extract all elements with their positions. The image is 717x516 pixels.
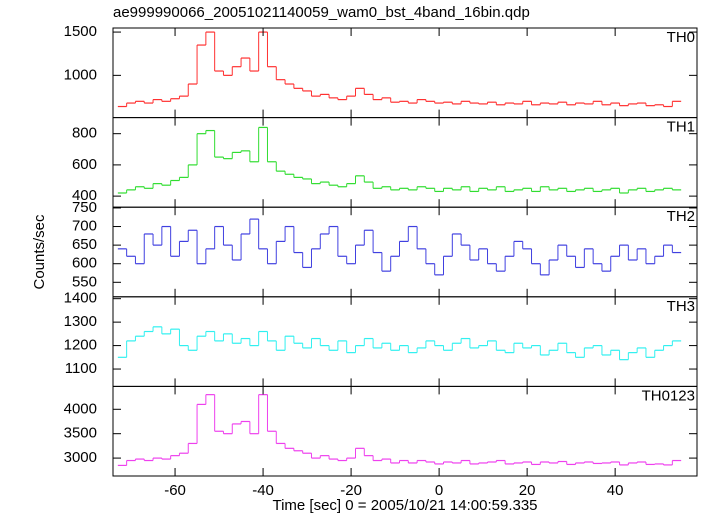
x-tick-label: -40 (252, 482, 274, 499)
panel-frame (112, 27, 698, 119)
x-tick-label: 20 (519, 482, 536, 499)
x-tick-label: -60 (164, 482, 186, 499)
panel-frame (112, 206, 698, 298)
panel-frame (112, 385, 698, 477)
y-tick-label: 700 (72, 218, 97, 235)
y-tick-label: 1400 (64, 290, 97, 307)
y-tick-label: 1500 (64, 23, 97, 40)
y-tick-label: 750 (72, 199, 97, 216)
y-tick-label: 1100 (65, 360, 97, 377)
panel-frame (112, 296, 698, 387)
y-tick-label: 1200 (64, 337, 97, 354)
chart-title: ae999990066_20051021140059_wam0_bst_4ban… (113, 4, 530, 21)
y-tick-label: 1300 (64, 313, 97, 330)
panel-frame (112, 117, 698, 208)
x-tick-label: 0 (435, 482, 443, 499)
x-tick-label: 40 (607, 482, 624, 499)
x-tick-label: -20 (340, 482, 362, 499)
y-tick-label: 3500 (64, 425, 97, 442)
y-tick-label: 650 (72, 236, 97, 253)
y-axis-label: Counts/sec (31, 214, 48, 290)
panel-label: TH1 (667, 119, 695, 136)
y-tick-label: 400 (72, 187, 97, 204)
y-tick-label: 3000 (64, 449, 97, 466)
y-tick-label: 600 (72, 156, 97, 173)
panel-label: TH0 (667, 29, 695, 46)
y-tick-label: 800 (72, 125, 97, 142)
panel-label: TH0123 (642, 387, 695, 404)
y-tick-label: 600 (72, 255, 97, 272)
panel-label: TH2 (667, 208, 695, 225)
x-axis-label: Time [sec] 0 = 2005/10/21 14:00:59.335 (272, 497, 537, 514)
y-tick-label: 4000 (64, 400, 97, 417)
panel-label: TH3 (667, 298, 695, 315)
y-tick-label: 1000 (64, 66, 97, 83)
y-tick-label: 550 (72, 273, 97, 290)
